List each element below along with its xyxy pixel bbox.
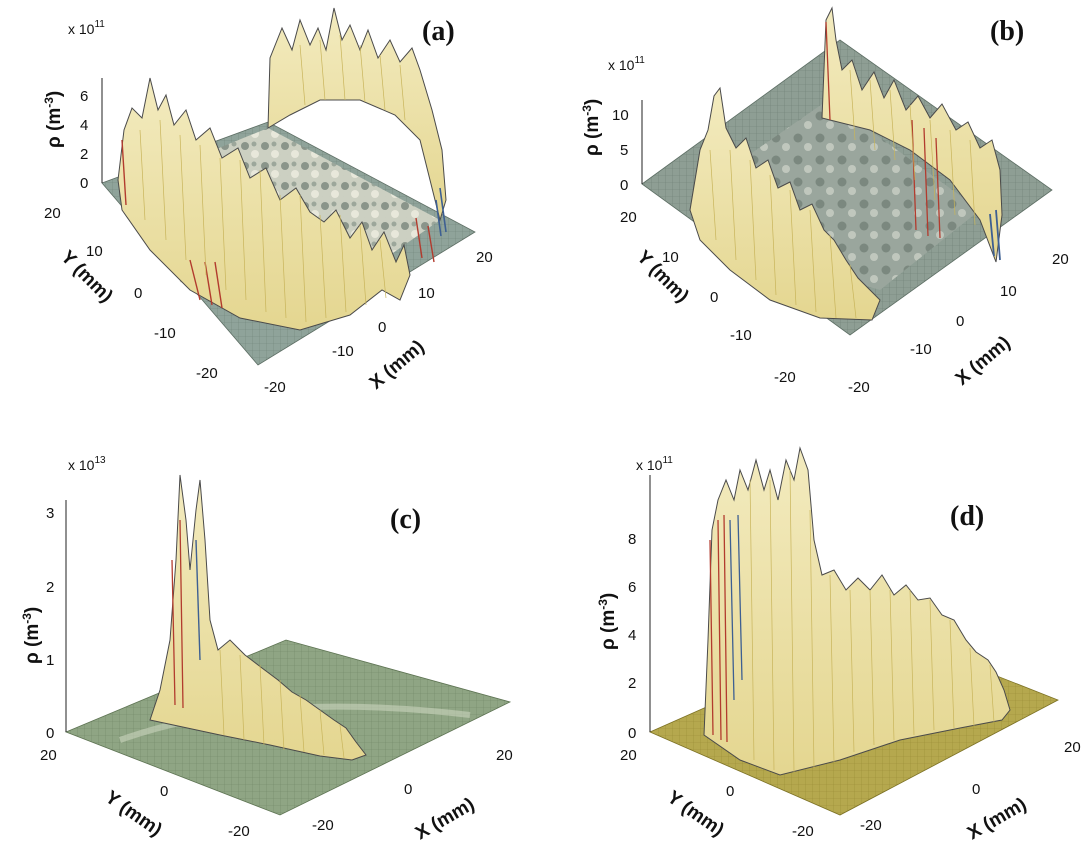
ztick-a-3: 6 [80, 88, 88, 105]
mesh-d [749, 469, 995, 773]
accent2-a [435, 187, 447, 237]
xtick-a-1: -10 [332, 343, 354, 360]
zlabel-d: ρ (m-3) [596, 593, 619, 650]
xtick-c-2: 20 [496, 747, 513, 764]
ztick-b-2: 10 [612, 107, 629, 124]
accent-c [171, 519, 184, 709]
zlabel-b: ρ (m-3) [580, 99, 603, 156]
ring-back-a [267, 7, 447, 222]
panel-c: 0 1 2 3 x 1013 ρ (m-3) 20 0 -20 Y (mm) -… [20, 455, 513, 844]
accent2-b [989, 209, 1001, 261]
ytick-d-2: -20 [792, 823, 814, 840]
multiplier-c: x 1013 [68, 455, 106, 473]
ytick-d-0: 20 [620, 747, 637, 764]
xlabel-a: X (mm) [366, 336, 429, 393]
ytick-a-4: -20 [196, 365, 218, 382]
ytick-b-0: 20 [620, 209, 637, 226]
xlabel-d: X (mm) [964, 794, 1030, 844]
xtick-d-0: -20 [860, 817, 882, 834]
ytick-a-3: -10 [154, 325, 176, 342]
xtick-a-2: 0 [378, 319, 386, 336]
ytick-a-2: 0 [134, 285, 142, 302]
accent2-c [195, 539, 201, 661]
ytick-a-1: 10 [86, 243, 103, 260]
multiplier-b: x 1011 [608, 55, 645, 73]
mesh-a [139, 34, 406, 323]
xtick-b-1: -10 [910, 341, 932, 358]
crescent-front-b [689, 86, 881, 321]
panel-b: 0 5 10 x 1011 ρ (m-3) 20 10 0 -10 -20 Y … [580, 6, 1069, 396]
multiplier-d: x 1011 [636, 455, 673, 473]
xtick-b-4: 20 [1052, 251, 1069, 268]
ylabel-d: Y (mm) [663, 787, 728, 841]
ztick-c-2: 2 [46, 579, 54, 596]
xlabel-b: X (mm) [952, 332, 1015, 389]
panel-a: 0 2 4 6 x 1011 ρ (m-3) 20 10 0 -10 -20 Y… [42, 7, 493, 396]
xtick-b-2: 0 [956, 313, 964, 330]
ztick-a-1: 2 [80, 146, 88, 163]
accent-b [825, 21, 941, 239]
mesh-c [219, 649, 345, 759]
mesh-b [709, 69, 976, 319]
ytick-c-0: 20 [40, 747, 57, 764]
xtick-a-0: -20 [264, 379, 286, 396]
ztick-b-1: 5 [620, 142, 628, 159]
ytick-b-4: -20 [774, 369, 796, 386]
xtick-b-0: -20 [848, 379, 870, 396]
ztick-d-4: 8 [628, 531, 636, 548]
accent-d [709, 514, 728, 743]
ytick-c-1: 0 [160, 783, 168, 800]
ytick-a-0: 20 [44, 205, 61, 222]
xtick-d-2: 20 [1064, 739, 1081, 756]
xlabel-c: X (mm) [412, 794, 478, 844]
ztick-a-0: 0 [80, 175, 88, 192]
ztick-d-0: 0 [628, 725, 636, 742]
ylabel-c: Y (mm) [101, 787, 166, 841]
ytick-b-1: 10 [662, 249, 679, 266]
ring-front-a [117, 77, 411, 331]
panel-label-c: (c) [390, 504, 421, 535]
ztick-d-2: 4 [628, 627, 636, 644]
ztick-d-1: 2 [628, 675, 636, 692]
ztick-c-3: 3 [46, 505, 54, 522]
xtick-b-3: 10 [1000, 283, 1017, 300]
xtick-a-3: 10 [418, 285, 435, 302]
accent-a [121, 139, 435, 309]
multiplier-a: x 1011 [68, 19, 105, 37]
accent2-d [729, 514, 743, 701]
xtick-d-1: 0 [972, 781, 980, 798]
ztick-d-3: 6 [628, 579, 636, 596]
ytick-b-3: -10 [730, 327, 752, 344]
ztick-a-2: 4 [80, 117, 88, 134]
zlabel-c: ρ (m-3) [20, 607, 43, 664]
panel-label-a: (a) [422, 16, 455, 47]
xtick-a-4: 20 [476, 249, 493, 266]
xtick-c-0: -20 [312, 817, 334, 834]
panel-label-d: (d) [950, 501, 984, 532]
ztick-b-0: 0 [620, 177, 628, 194]
ztick-c-0: 0 [46, 725, 54, 742]
ytick-c-2: -20 [228, 823, 250, 840]
surface-d [703, 446, 1011, 776]
ytick-b-2: 0 [710, 289, 718, 306]
panel-d: 0 2 4 6 8 x 1011 ρ (m-3) 20 0 -20 Y (mm)… [596, 446, 1081, 844]
zlabel-a: ρ (m-3) [42, 91, 65, 148]
panel-label-b: (b) [990, 16, 1024, 47]
ztick-c-1: 1 [46, 652, 54, 669]
ridge-c [149, 474, 367, 761]
xtick-c-1: 0 [404, 781, 412, 798]
ytick-d-1: 0 [726, 783, 734, 800]
